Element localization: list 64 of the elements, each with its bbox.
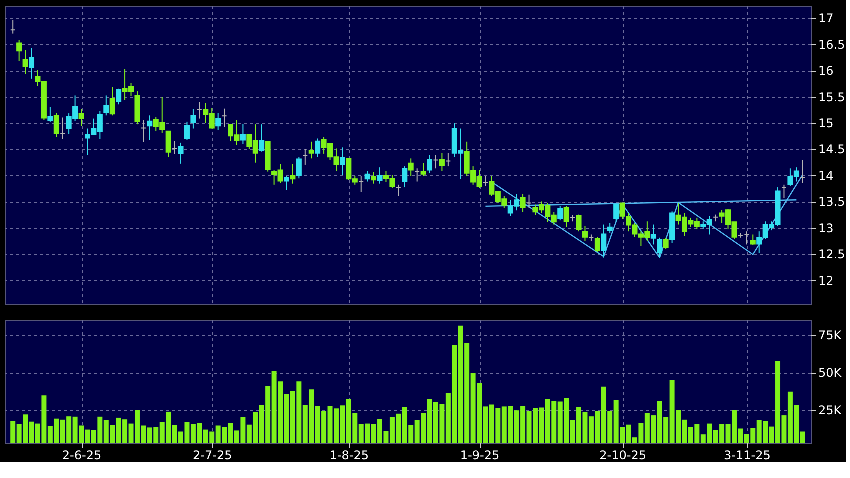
y-tick-label: 16.5 [818,38,846,52]
candlestick [22,50,28,75]
candlestick [290,164,296,184]
y-tick-label: 15 [818,116,834,130]
candlestick [439,152,445,172]
y-tick-label: 14 [818,168,834,183]
candlestick [614,202,620,222]
candlestick [607,222,613,234]
candlestick [308,141,314,160]
candlestick [750,234,756,246]
candlestick [147,115,153,141]
candlestick [48,106,54,122]
y-tick-label: 12.5 [818,248,846,262]
candlestick [364,170,370,182]
y-tick-label: 13 [818,221,834,236]
candlestick [576,214,582,232]
candlestick [16,40,22,62]
candlestick [564,206,570,228]
candlestick [78,108,84,127]
x-tick-label: 1-9-25 [460,448,500,462]
candlestick [216,112,222,131]
candlestick [240,124,246,146]
candlestick [315,138,321,158]
candlestick [259,124,265,152]
candlestick [296,156,302,180]
candlestick [650,224,656,246]
x-tick-label: 2-7-25 [193,448,232,462]
x-tick-label: 3-11-25 [724,448,771,462]
candlestick [284,176,290,191]
candlestick [558,206,564,222]
candlestick [190,108,196,130]
candlestick [178,142,184,164]
candlestick [184,121,190,141]
candlestick [340,147,346,176]
candlestick [29,48,35,80]
y-tick-label: 17 [818,12,834,26]
candlestick [377,167,383,184]
candlestick [402,166,408,188]
y-tick-label: 75K [818,328,843,342]
y-tick-label: 25K [818,404,843,418]
candlestick [601,224,607,258]
candlestick [408,158,414,178]
y-tick-label: 13.5 [818,195,846,210]
x-tick-label: 2-10-25 [600,448,646,462]
y-tick-label: 14.5 [818,142,846,157]
candlestick [594,236,600,253]
candlestick [54,112,60,138]
x-tick-label: 1-8-25 [330,448,370,462]
y-tick-label: 16 [818,64,834,78]
candlestick [371,172,377,184]
candlestick [427,154,433,174]
y-tick-label: 15.5 [818,90,846,104]
candlestick [110,86,116,116]
candlestick [116,88,122,106]
candlestick [420,162,426,176]
candlestick [657,237,663,258]
candlestick [104,95,110,116]
candlestick [663,237,669,250]
y-tick-label: 12 [818,274,834,288]
y-tick-label: 50K [818,366,843,380]
candlestick [582,226,588,242]
x-tick-label: 2-6-25 [62,448,102,462]
candlestick [520,194,526,213]
candlestick [166,130,172,158]
